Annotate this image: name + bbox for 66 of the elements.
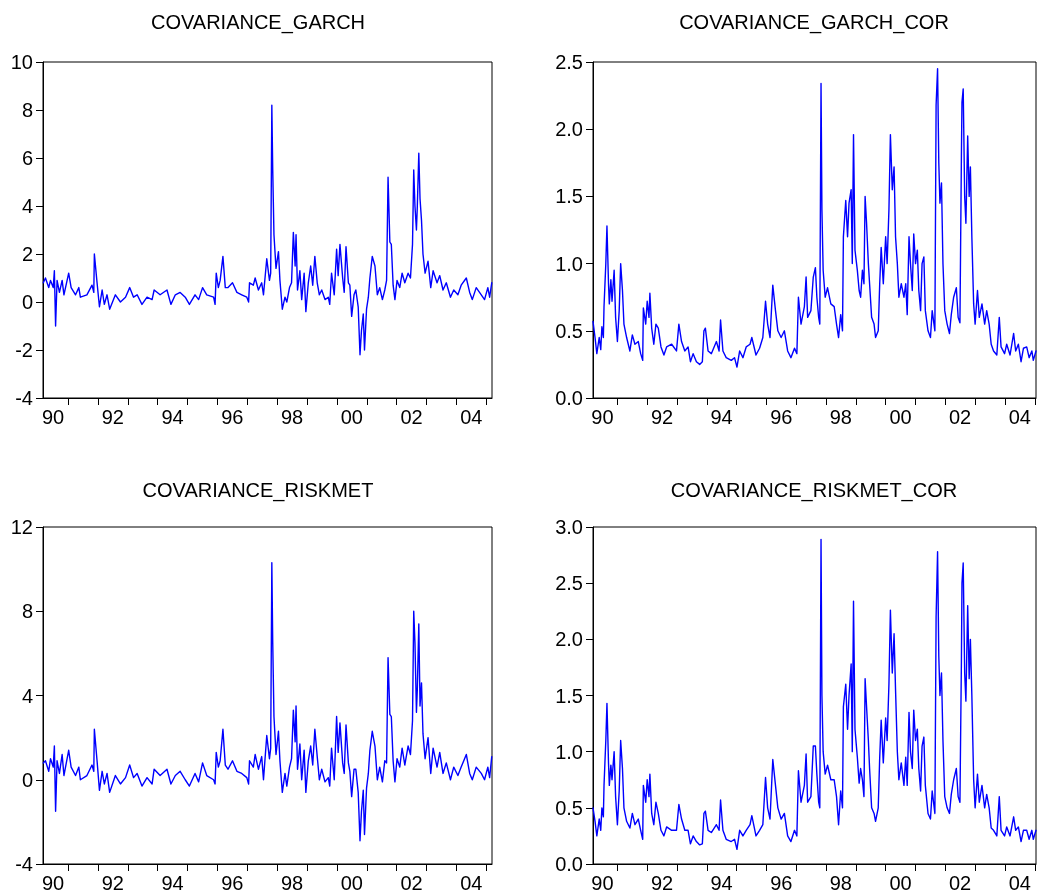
y-tick-label: 1.0 (555, 252, 583, 275)
y-tick-label: 3.0 (555, 516, 583, 538)
x-tick-label: 98 (280, 872, 304, 894)
chart-title: COVARIANCE_GARCH (150, 11, 366, 34)
y-tick-label: 2.0 (555, 118, 583, 141)
y-tick-label: 6 (21, 147, 33, 169)
x-tick-label: 96 (770, 872, 793, 894)
x-tick-label: 04 (460, 872, 483, 894)
x-tick-label: 90 (591, 406, 614, 428)
y-tick-label: -2 (15, 339, 33, 361)
y-tick-label: 2.5 (555, 572, 583, 595)
y-tick-label: 0.5 (555, 796, 583, 819)
y-tick-label: -4 (15, 387, 33, 409)
x-tick-label: 94 (710, 406, 733, 428)
y-tick-label: 4 (21, 684, 33, 707)
y-tick-label: 0.0 (555, 387, 583, 409)
x-tick-label: 90 (41, 406, 65, 428)
y-tick-label: 1.5 (555, 684, 583, 707)
x-tick-label: 96 (221, 872, 244, 894)
x-tick-label: 92 (650, 872, 674, 894)
x-tick-label: 04 (1008, 872, 1031, 894)
x-tick-label: 94 (161, 872, 184, 894)
x-tick-label: 94 (710, 872, 733, 894)
y-tick-label: 2 (21, 243, 33, 265)
y-tick-label: 4 (21, 195, 33, 217)
chart-title: COVARIANCE_RISKMET (142, 479, 374, 502)
x-tick-label: 92 (650, 406, 674, 428)
y-tick-label: 12 (10, 516, 33, 538)
x-tick-label: 94 (161, 406, 184, 428)
y-tick-label: 0.0 (555, 853, 583, 875)
x-tick-label: 92 (101, 872, 124, 894)
x-tick-label: 96 (221, 406, 244, 428)
y-tick-label: 2.5 (555, 51, 583, 73)
line-series (592, 68, 1037, 368)
x-tick-label: 00 (889, 872, 912, 894)
y-tick-label: 8 (21, 600, 33, 623)
y-tick-label: 1.0 (555, 740, 583, 763)
x-tick-label: 00 (340, 406, 363, 428)
y-tick-label: 0 (21, 291, 33, 313)
x-tick-label: 00 (889, 406, 912, 428)
y-tick-label: 10 (10, 51, 33, 73)
x-tick-label: 02 (400, 872, 423, 894)
x-tick-label: 98 (280, 406, 304, 428)
x-tick-label: 98 (829, 872, 852, 894)
x-tick-label: 02 (400, 406, 423, 428)
y-tick-label: 0 (21, 768, 33, 791)
line-series (592, 538, 1037, 851)
x-tick-label: 04 (1008, 406, 1031, 428)
y-tick-label: 2.0 (555, 628, 583, 651)
chart-title: COVARIANCE_GARCH_COR (679, 11, 949, 34)
y-tick-label: 8 (21, 99, 33, 121)
x-tick-label: 00 (340, 872, 363, 894)
line-series (42, 562, 493, 842)
x-tick-label: 96 (770, 406, 793, 428)
x-tick-label: 90 (41, 872, 65, 894)
x-tick-label: 02 (948, 872, 972, 894)
y-tick-label: 1.5 (555, 185, 583, 208)
chart-title: COVARIANCE_RISKMET_COR (670, 479, 958, 502)
x-tick-label: 02 (948, 406, 972, 428)
y-tick-label: 0.5 (555, 319, 583, 342)
x-tick-label: 90 (591, 872, 614, 894)
x-tick-label: 92 (101, 406, 124, 428)
x-tick-label: 04 (460, 406, 483, 428)
x-tick-label: 98 (829, 406, 852, 428)
y-tick-label: -4 (15, 853, 33, 875)
line-series (42, 104, 493, 356)
